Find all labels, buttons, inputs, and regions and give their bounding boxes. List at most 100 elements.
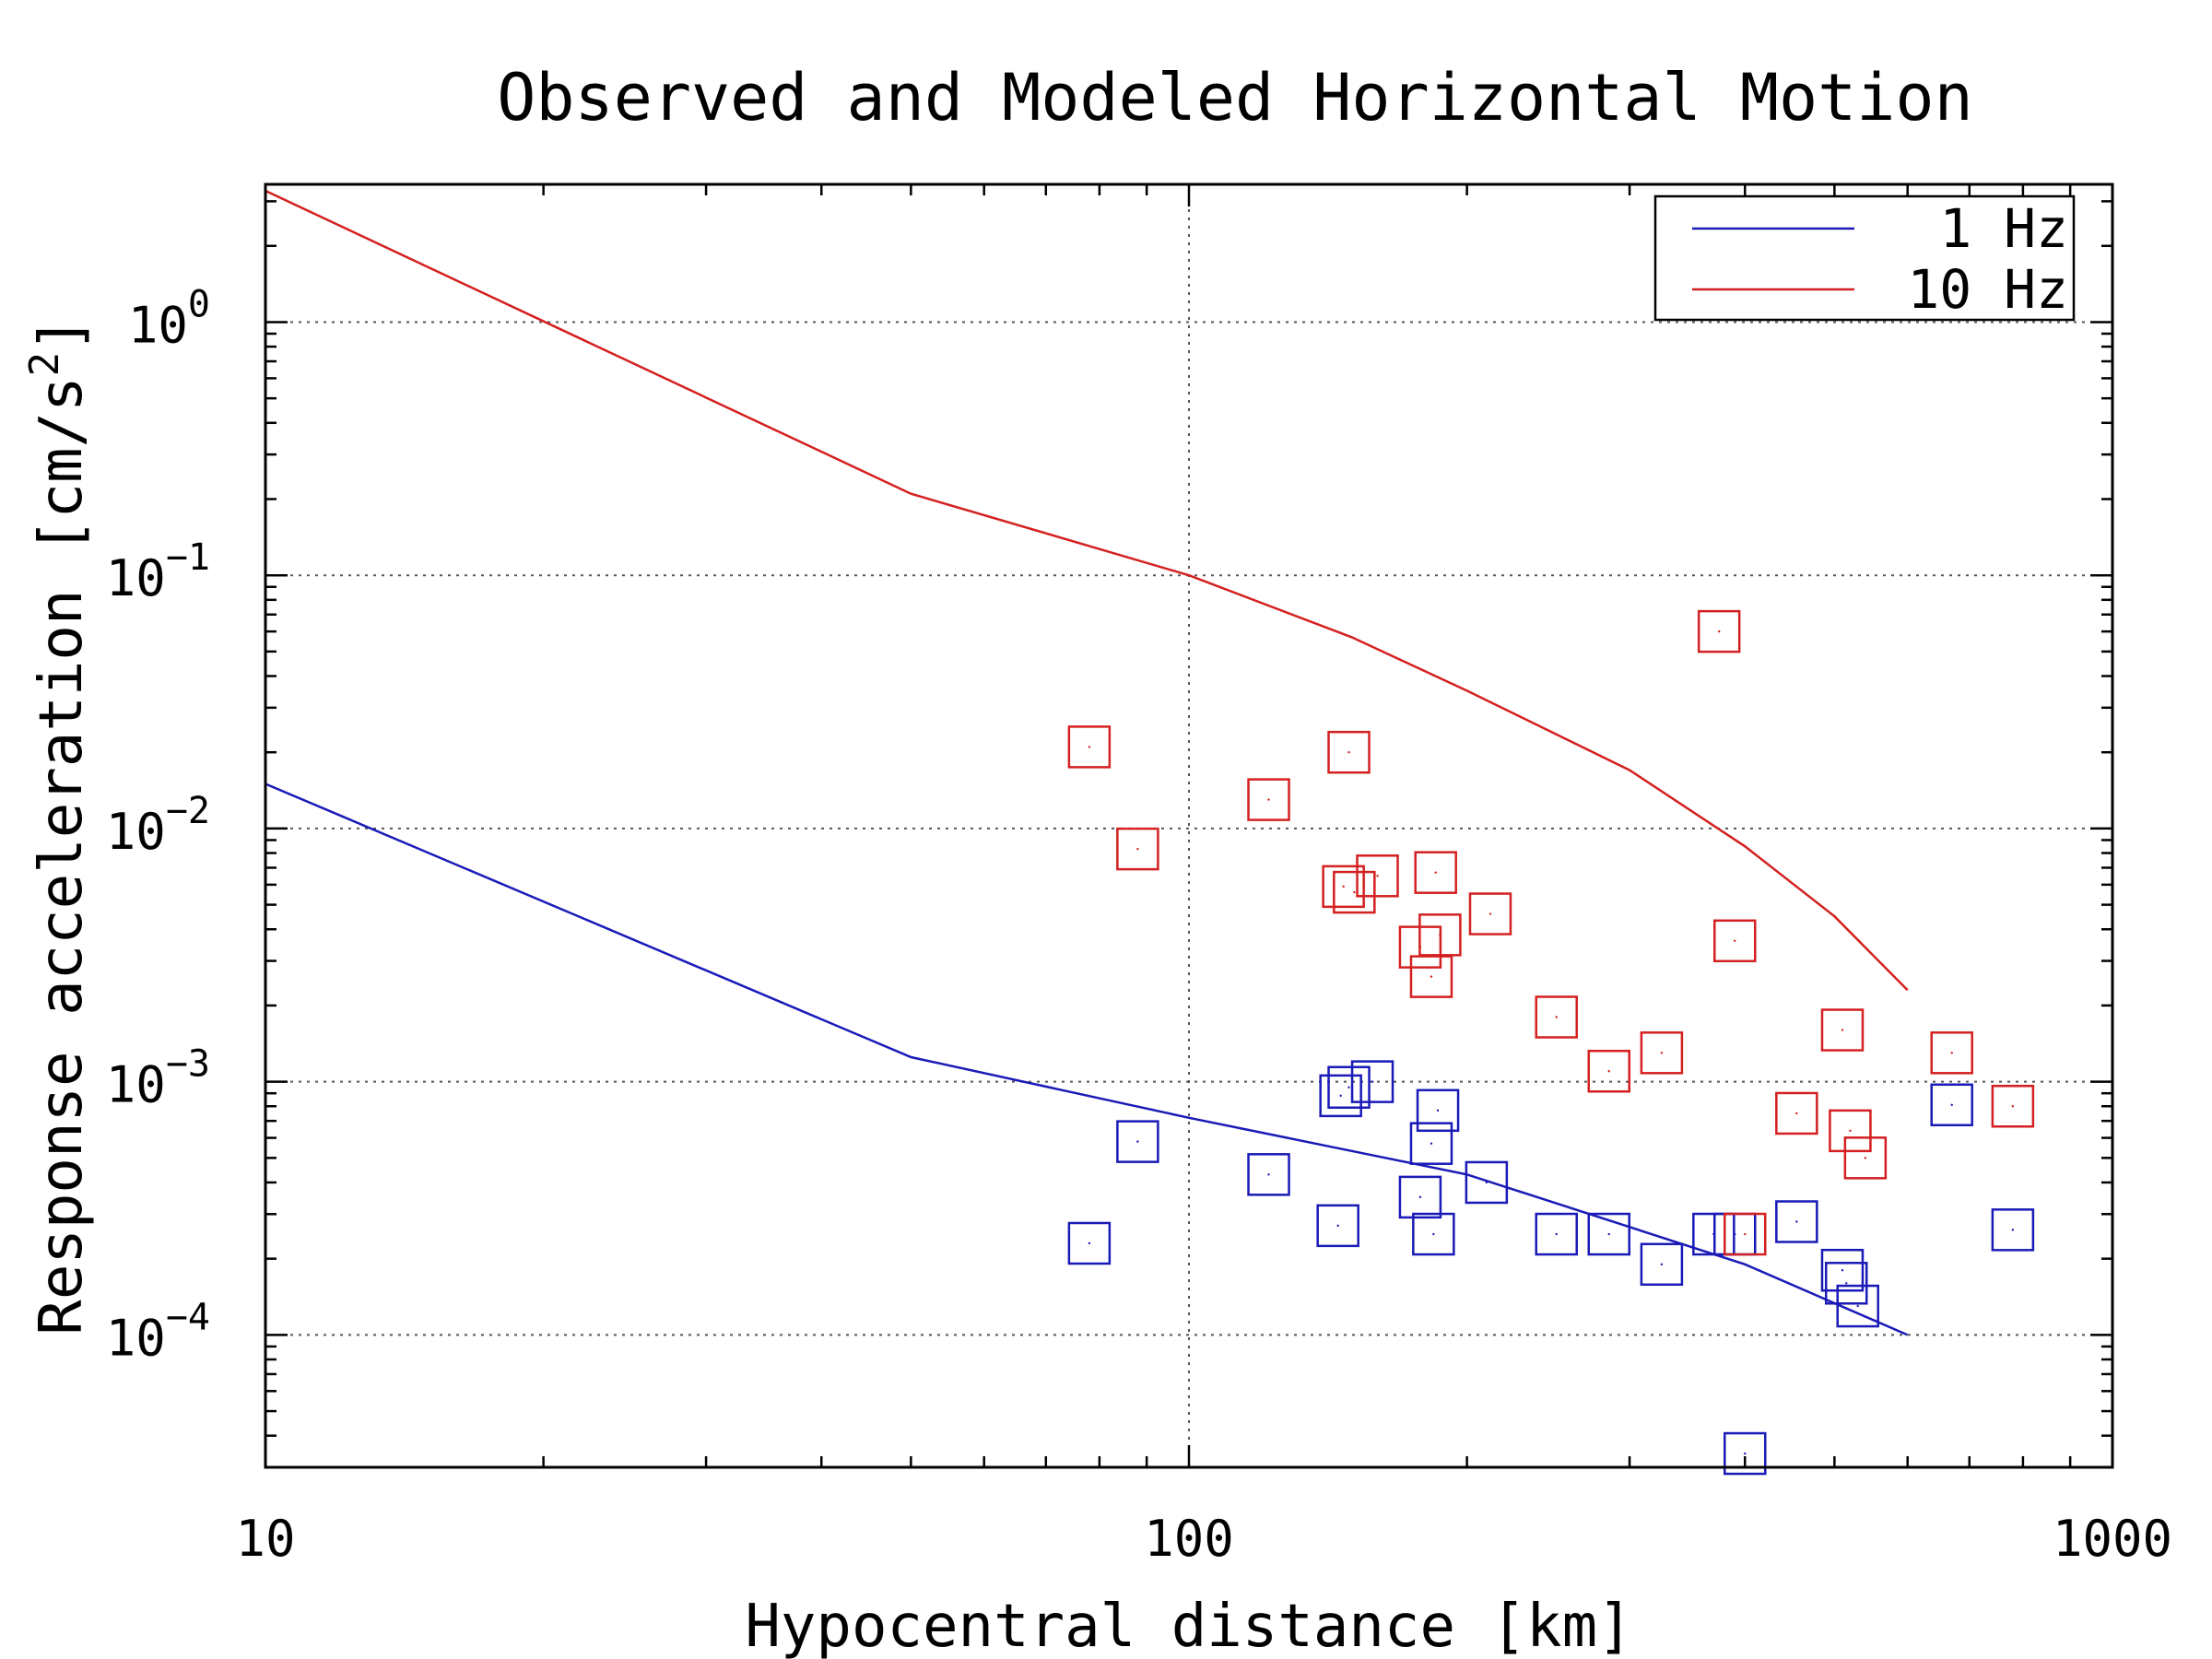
observed-point-center xyxy=(1439,934,1441,936)
observed-point-center xyxy=(1744,1232,1747,1236)
observed-point-10hz xyxy=(1843,1136,1888,1180)
observed-point-center xyxy=(1856,1304,1859,1308)
y-tick-label: 10−1 xyxy=(106,536,210,607)
y-tick-base: 10 xyxy=(106,549,166,607)
y-tick-exponent: −4 xyxy=(166,1296,210,1338)
y-tick-label: 10−2 xyxy=(106,790,210,861)
observed-point-1hz xyxy=(1416,1088,1460,1133)
observed-point-10hz xyxy=(1067,725,1112,769)
observed-point-1hz xyxy=(1535,1212,1578,1256)
y-tick-exponent: −1 xyxy=(166,536,210,579)
observed-point-center xyxy=(1607,1232,1610,1236)
observed-point-center xyxy=(1555,1016,1558,1018)
observed-point-10hz xyxy=(1409,955,1453,998)
observed-point-10hz xyxy=(1247,778,1290,821)
observed-point-center xyxy=(1353,890,1356,894)
observed-point-center xyxy=(1849,1129,1852,1133)
observed-point-center xyxy=(1795,1112,1798,1115)
observed-point-10hz xyxy=(1640,1031,1684,1075)
observed-point-1hz xyxy=(1116,1120,1159,1163)
x-tick-label: 1000 xyxy=(2053,1510,2172,1568)
y-axis-label: Response acceleration [cm/s2] xyxy=(21,316,97,1335)
legend: 1 Hz 10 Hz xyxy=(1653,194,2076,322)
observed-point-center xyxy=(1717,629,1721,633)
y-tick-base: 10 xyxy=(106,1309,166,1367)
observed-point-center xyxy=(1418,1195,1422,1199)
y-tick-base: 10 xyxy=(106,1056,166,1114)
observed-point-10hz xyxy=(1116,827,1159,871)
observed-point-10hz xyxy=(1333,870,1376,914)
x-axis-label: Hypocentral distance [km] xyxy=(745,1593,1632,1659)
chart-title: Observed and Modeled Horizontal Motion xyxy=(497,60,1972,135)
observed-point-1hz xyxy=(1930,1083,1973,1127)
observed-point-center xyxy=(1607,1070,1610,1073)
observed-point-center xyxy=(2011,1229,2015,1231)
observed-point-1hz xyxy=(1316,1204,1359,1248)
plot-frame xyxy=(264,182,2114,1469)
observed-point-1hz xyxy=(1067,1221,1112,1265)
observed-point-1hz xyxy=(1820,1248,1865,1292)
observed-point-center xyxy=(1339,1094,1342,1098)
observed-point-1hz xyxy=(1991,1208,2035,1252)
observed-point-center xyxy=(1485,1181,1488,1184)
observed-point-10hz xyxy=(1930,1031,1973,1075)
observed-point-1hz xyxy=(1587,1212,1631,1256)
observed-point-center xyxy=(1660,1052,1664,1054)
observed-point-center xyxy=(1088,746,1091,748)
observed-point-center xyxy=(2011,1105,2015,1108)
observed-point-center xyxy=(1430,975,1433,978)
observed-point-center xyxy=(1660,1263,1664,1265)
y-tick-label: 10−3 xyxy=(106,1043,210,1114)
observed-point-center xyxy=(1342,885,1345,888)
observed-point-10hz xyxy=(1712,919,1757,963)
observed-point-1hz xyxy=(1247,1153,1290,1196)
observed-point-10hz xyxy=(1724,1212,1767,1256)
observed-point-1hz xyxy=(1398,1175,1442,1219)
y-tick-exponent: 0 xyxy=(188,283,210,325)
observed-point-1hz xyxy=(1409,1122,1453,1165)
observed-point-10hz xyxy=(1820,1008,1865,1052)
observed-point-10hz xyxy=(1356,854,1399,898)
y-tick-exponent: −3 xyxy=(166,1043,210,1086)
legend-label-10hz: 10 Hz xyxy=(1907,258,2068,321)
legend-label-1hz: 1 Hz xyxy=(1939,197,2068,260)
y-axis-label-end: ] xyxy=(28,316,96,352)
x-tick-label: 10 xyxy=(235,1510,295,1568)
x-tick-label: 100 xyxy=(1144,1510,1234,1568)
observed-point-center xyxy=(1950,1052,1953,1054)
observed-point-center xyxy=(1136,1140,1139,1143)
observed-point-center xyxy=(1436,1109,1440,1112)
observed-point-1hz xyxy=(1465,1160,1509,1205)
observed-point-10hz xyxy=(1414,851,1457,894)
observed-points xyxy=(1067,609,2035,1476)
observed-point-center xyxy=(1371,1080,1374,1083)
observed-point-10hz xyxy=(1418,913,1462,957)
legend-box xyxy=(1653,194,2076,322)
y-tick-label: 100 xyxy=(128,283,210,354)
observed-point-10hz xyxy=(1535,995,1578,1039)
observed-point-10hz xyxy=(1991,1085,2035,1128)
observed-point-center xyxy=(1430,1142,1433,1145)
observed-point-1hz xyxy=(1824,1262,1868,1305)
observed-point-1hz xyxy=(1319,1074,1362,1118)
observed-point-center xyxy=(1734,1232,1736,1236)
observed-point-center xyxy=(1841,1029,1844,1031)
observed-point-1hz xyxy=(1327,1065,1371,1110)
observed-point-10hz xyxy=(1829,1109,1872,1153)
observed-point-center xyxy=(1376,875,1379,877)
x-tick-labels: 10 100 1000 xyxy=(235,1510,2172,1568)
y-tick-exponent: −2 xyxy=(166,790,210,832)
observed-point-center xyxy=(1432,1232,1435,1236)
observed-point-10hz xyxy=(1327,730,1371,774)
y-tick-base: 10 xyxy=(106,803,166,861)
observed-point-center xyxy=(1555,1232,1558,1236)
observed-point-center xyxy=(1950,1103,1953,1106)
observed-point-1hz xyxy=(1724,1431,1767,1476)
observed-point-1hz xyxy=(1350,1060,1394,1103)
observed-point-center xyxy=(1347,1086,1350,1088)
observed-point-center xyxy=(1347,751,1350,754)
observed-point-1hz xyxy=(1836,1284,1879,1328)
observed-point-center xyxy=(1845,1282,1848,1285)
observed-point-1hz xyxy=(1412,1212,1455,1256)
observed-point-center xyxy=(1136,847,1139,851)
